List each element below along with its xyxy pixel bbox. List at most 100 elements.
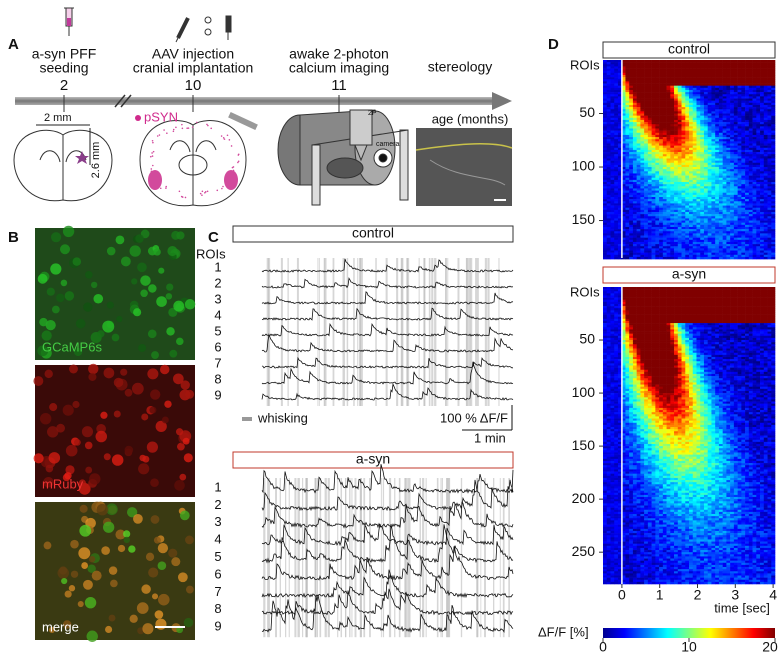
heatmap-cell [610,160,615,164]
heatmap-cell [666,162,671,166]
heatmap-cell [700,154,705,157]
heatmap-cell [711,295,716,298]
heatmap-cell [692,289,697,292]
heatmap-cell [647,291,652,294]
heatmap-cell [741,89,746,93]
heatmap-cell [625,87,630,91]
heatmap-cell [748,104,753,108]
heatmap-cell [603,175,608,179]
heatmap-cell [741,237,746,241]
heatmap-cell [644,250,649,253]
heatmap-cell [610,130,615,134]
heatmap-cell [707,194,712,198]
heatmap-cell [718,154,723,157]
heatmap-cell [640,295,645,298]
heatmap-cell [685,64,690,67]
heatmap-cell [632,160,637,164]
heatmap-cell [655,149,660,153]
heatmap-cell [610,128,615,131]
heatmap-cell [614,158,619,161]
heatmap-cell [685,287,690,290]
heatmap-cell [760,179,765,183]
heatmap-cell [603,145,608,149]
heatmap-cell [722,182,727,185]
heatmap-cell [621,154,626,157]
heatmap-cell [666,235,671,238]
heatmap-cell [610,72,615,76]
cell [85,271,93,279]
heatmap-cell [760,222,765,226]
heatmap-cell [733,287,738,290]
heatmap-cell [763,169,768,172]
heatmap-cell [767,205,772,208]
heatmap-cell [741,92,746,95]
heatmap-cell [651,109,656,112]
heatmap-cell [640,190,645,194]
heatmap-cell [745,77,750,80]
heatmap-cell [651,141,656,144]
heatmap-cell [614,256,619,260]
event-age: 11 [331,77,347,94]
heatmap-cell [610,145,615,149]
heatmap-cell [722,104,727,108]
heatmap-cell [662,175,667,179]
heatmap-cell [640,113,645,116]
heatmap-cell [685,164,690,168]
heatmap-cell [737,162,742,166]
heatmap-cell [610,209,615,213]
heatmap-cell [610,179,615,183]
heatmap-cell [659,156,664,159]
heatmap-cell [748,226,753,230]
heatmap-cell [715,226,720,230]
heatmap-cell [625,128,630,131]
heatmap-cell [707,231,712,234]
heatmap-cell [763,182,768,185]
heatmap-cell [610,186,615,189]
heatmap-cell [666,83,671,86]
heatmap-cell [632,126,637,129]
heatmap-cell [733,130,738,134]
heatmap-cell [659,235,664,238]
heatmap-cell [647,216,652,219]
heatmap-cell [726,81,731,84]
heatmap-cell [763,248,768,251]
heatmap-cell [767,177,772,181]
heatmap-cell [651,194,656,198]
heatmap-cell [726,224,731,228]
heatmap-cell [670,147,675,151]
heatmap-cell [771,229,776,232]
heatmap-cell [689,122,694,125]
heatmap-cell [685,171,690,174]
heatmap-cell [610,92,615,95]
heatmap-cell [741,289,746,292]
heatmap-cell [644,246,649,249]
heatmap-cell [726,83,731,86]
legend-label: pSYN [144,109,178,124]
heatmap-cell [707,62,712,65]
heatmap-cell [625,192,630,196]
heatmap-cell [621,211,626,215]
heatmap-cell [752,287,757,290]
heatmap-cell [756,154,761,157]
heatmap-cell [707,87,712,91]
heatmap-cell [756,295,761,298]
heatmap-cell [718,143,723,146]
heatmap-cell [617,214,622,217]
heatmap-cell [674,293,679,296]
cell [88,363,99,375]
heatmap-cell [614,211,619,215]
heatmap-cell [651,132,656,136]
heatmap-cell [606,130,611,134]
heatmap-cell [748,126,753,129]
heatmap-cell [741,128,746,131]
heatmap-cell [666,211,671,215]
heatmap-cell [659,229,664,232]
heatmap-cell [737,179,742,183]
heatmap-cell [741,147,746,151]
heatmap-cell [662,72,667,76]
heatmap-cell [726,74,731,78]
heatmap-cell [603,211,608,215]
heatmap-cell [726,220,731,223]
heatmap-cell [726,85,731,89]
